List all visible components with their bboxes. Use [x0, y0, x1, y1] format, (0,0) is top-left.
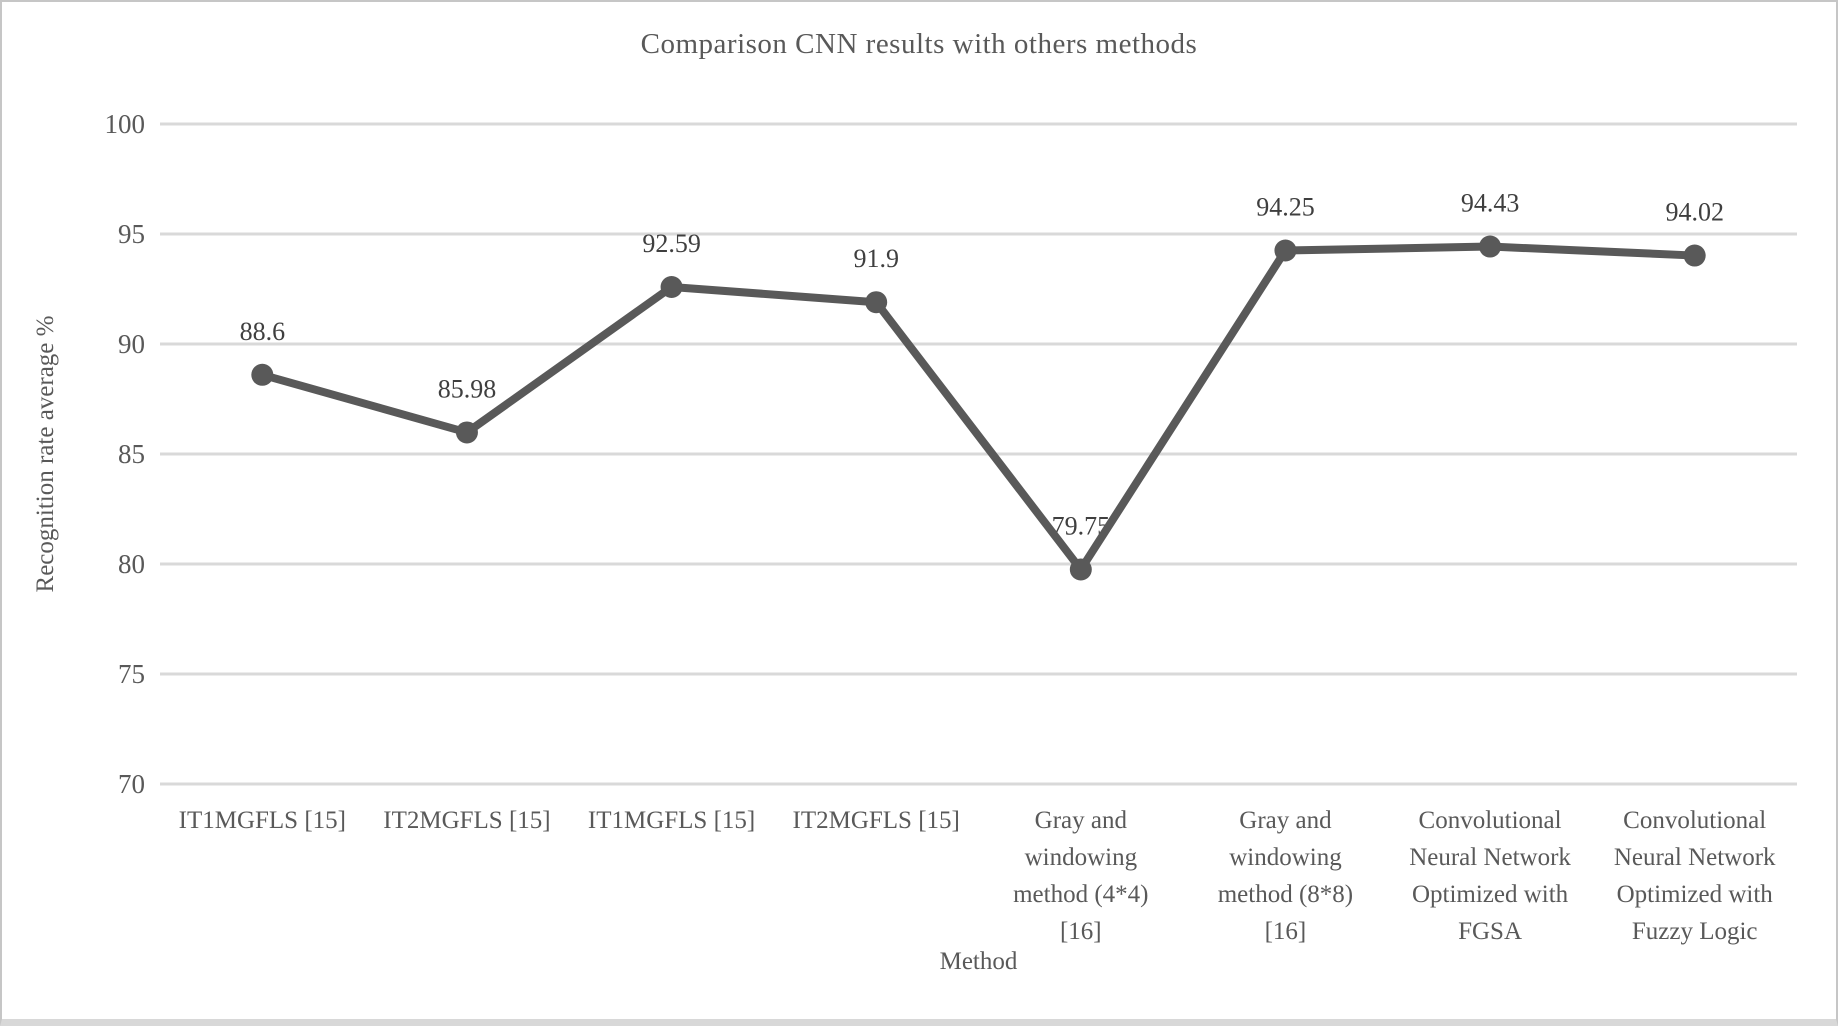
x-axis-title: Method [939, 948, 1018, 975]
y-tick-label: 95 [118, 219, 145, 249]
data-label: 94.43 [1461, 189, 1520, 218]
data-point-marker [865, 291, 888, 314]
x-category-label: IT1MGFLS [15] [178, 807, 346, 834]
y-tick-label: 90 [118, 329, 145, 359]
y-tick-label: 85 [118, 439, 145, 469]
y-tick-label: 70 [118, 769, 145, 799]
data-point-marker [1683, 244, 1706, 267]
y-tick-label: 100 [105, 109, 146, 139]
data-point-marker [251, 363, 274, 386]
data-label: 94.02 [1665, 198, 1724, 227]
x-category-label: Convolutional Neural Network Optimized w… [1409, 807, 1571, 945]
y-tick-label: 80 [118, 549, 145, 579]
data-label: 88.6 [240, 317, 286, 346]
data-point-marker [1479, 235, 1502, 258]
x-category-label: Gray and windowing method (4*4) [16] [1013, 807, 1149, 945]
data-point-marker [660, 276, 683, 299]
data-point-marker [1274, 239, 1297, 262]
data-label: 94.25 [1256, 193, 1315, 222]
x-category-label: IT1MGFLS [15] [587, 807, 756, 834]
data-label: 92.59 [642, 229, 701, 258]
chart-title: Comparison CNN results with others metho… [640, 28, 1198, 60]
data-label: 91.9 [853, 244, 899, 273]
y-tick-label: 75 [118, 659, 145, 689]
x-category-label: IT2MGFLS [15] [792, 807, 960, 834]
data-point-marker [455, 421, 478, 444]
series-line [258, 242, 1699, 574]
data-point-marker [1069, 558, 1092, 581]
x-category-label: Gray and windowing method (8*8) [16] [1217, 807, 1354, 945]
x-category-label: IT2MGFLS [15] [383, 807, 551, 834]
x-category-label: Convolutional Neural Network Optimized w… [1613, 807, 1776, 945]
data-label: 85.98 [438, 374, 497, 403]
